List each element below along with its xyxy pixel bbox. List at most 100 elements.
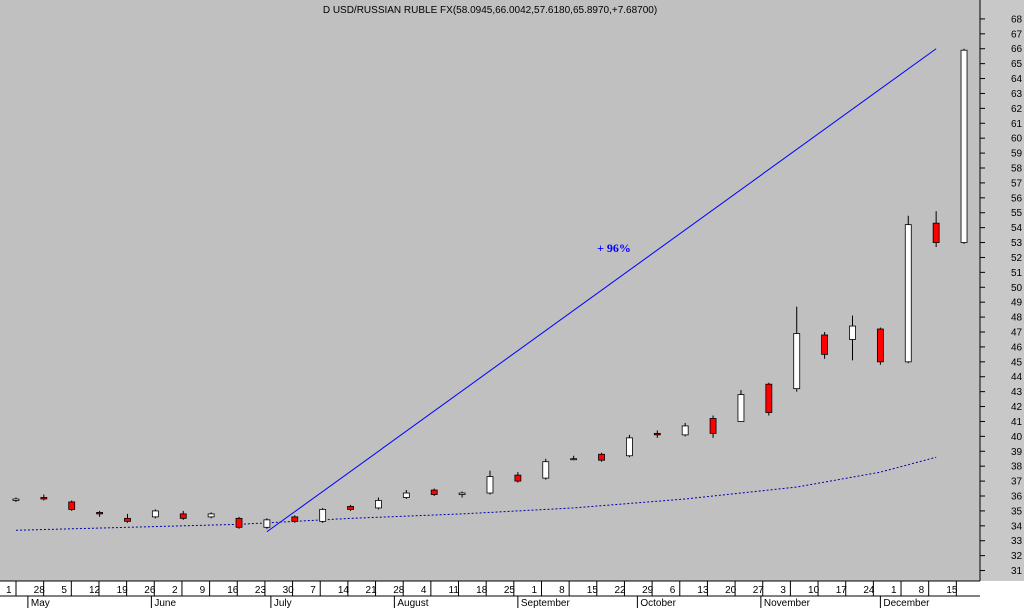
y-axis-panel — [980, 0, 1024, 581]
candle-up — [402, 490, 410, 499]
x-tick-label: 5 — [61, 585, 67, 596]
x-tick-label: 6 — [670, 585, 676, 596]
chart-title: D USD/RUSSIAN RUBLE FX(58.0945,66.0042,5… — [323, 5, 657, 16]
x-tick-label: 2 — [172, 585, 178, 596]
x-tick-label: 3 — [780, 585, 786, 596]
candle-body — [402, 492, 410, 498]
candle-body — [430, 489, 438, 495]
candles-layer — [12, 48, 968, 529]
x-tick-label: 25 — [504, 585, 516, 596]
candle-body — [737, 394, 745, 422]
trendline — [266, 48, 937, 533]
candle-body — [319, 509, 327, 522]
y-tick-label: 50 — [1011, 283, 1023, 294]
y-tick-label: 65 — [1011, 59, 1023, 70]
y-tick-label: 36 — [1011, 492, 1023, 503]
x-tick-label: 19 — [117, 585, 129, 596]
y-tick-label: 52 — [1011, 253, 1023, 264]
x-tick-label: 1 — [6, 585, 12, 596]
y-tick-label: 46 — [1011, 342, 1023, 353]
candle-body — [179, 513, 187, 519]
x-tick-label: 26 — [144, 585, 156, 596]
candle-body — [375, 500, 382, 509]
x-tick-label: 4 — [421, 585, 427, 596]
candle-up — [151, 509, 159, 519]
x-tick-label: 28 — [34, 585, 46, 596]
x-tick-label: 12 — [89, 585, 101, 596]
candle-down — [124, 513, 131, 523]
candle-down — [653, 430, 661, 438]
candle-up — [681, 422, 689, 437]
candle-down — [347, 504, 354, 511]
candle-up — [486, 470, 494, 495]
moving-average-layer — [15, 456, 937, 531]
y-tick-label: 43 — [1011, 387, 1023, 398]
x-month-label: November — [764, 598, 811, 608]
candle-down — [932, 211, 940, 248]
candle-up — [12, 497, 20, 502]
x-tick-label: 28 — [393, 585, 405, 596]
candle-body — [486, 476, 494, 494]
x-tick-label: 21 — [366, 585, 378, 596]
x-axis-panel — [0, 581, 1024, 608]
y-tick-label: 41 — [1011, 417, 1023, 428]
x-month-label: October — [640, 598, 676, 608]
candle-body — [876, 328, 884, 363]
x-tick-label: 1 — [891, 585, 897, 596]
x-tick-label: 30 — [283, 585, 295, 596]
candle-body — [904, 224, 912, 363]
y-tick-label: 35 — [1011, 506, 1023, 517]
x-tick-label: 24 — [863, 585, 875, 596]
candle-body — [347, 506, 354, 510]
candle-down — [68, 500, 76, 511]
y-tick-label: 53 — [1011, 238, 1023, 249]
y-tick-label: 37 — [1011, 477, 1023, 488]
candle-body — [932, 222, 940, 243]
y-tick-label: 62 — [1011, 104, 1023, 115]
y-tick-label: 56 — [1011, 193, 1023, 204]
y-tick-label: 48 — [1011, 313, 1023, 324]
candle-up — [263, 518, 271, 529]
candle-up — [793, 306, 801, 392]
candle-down — [40, 494, 48, 501]
candle-body — [626, 437, 633, 457]
x-month-label: September — [521, 598, 571, 608]
candle-down — [765, 382, 773, 416]
x-tick-label: 7 — [310, 585, 316, 596]
candle-body — [598, 453, 605, 461]
x-month-label: December — [883, 598, 930, 608]
candle-up — [542, 458, 550, 480]
y-tick-label: 34 — [1011, 521, 1023, 532]
x-tick-label: 20 — [725, 585, 737, 596]
candle-up — [458, 491, 466, 498]
x-tick-label: 27 — [753, 585, 765, 596]
y-tick-label: 66 — [1011, 44, 1023, 55]
candle-body — [68, 501, 76, 510]
x-tick-label: 11 — [449, 585, 460, 596]
candle-up — [737, 390, 745, 422]
candle-down — [96, 510, 103, 517]
x-tick-label: 8 — [919, 585, 925, 596]
candle-body — [681, 425, 689, 436]
y-tick-label: 31 — [1011, 566, 1023, 577]
candle-up — [375, 497, 382, 510]
x-tick-label: 17 — [836, 585, 848, 596]
x-month-label: August — [397, 598, 428, 608]
candle-body — [235, 517, 243, 528]
candle-up — [849, 315, 856, 361]
y-tick-label: 61 — [1011, 119, 1023, 130]
candle-body — [709, 418, 717, 434]
y-tick-label: 38 — [1011, 462, 1023, 473]
x-tick-label: 1 — [531, 585, 537, 596]
x-tick-label: 8 — [559, 585, 565, 596]
candle-up — [904, 215, 912, 364]
candle-down — [430, 488, 438, 496]
candle-down — [291, 515, 299, 523]
candle-down — [235, 516, 243, 529]
y-tick-label: 67 — [1011, 29, 1023, 40]
x-month-label: July — [274, 598, 292, 608]
candle-body — [40, 497, 48, 500]
candle-up — [960, 48, 968, 245]
candle-down — [179, 510, 187, 520]
